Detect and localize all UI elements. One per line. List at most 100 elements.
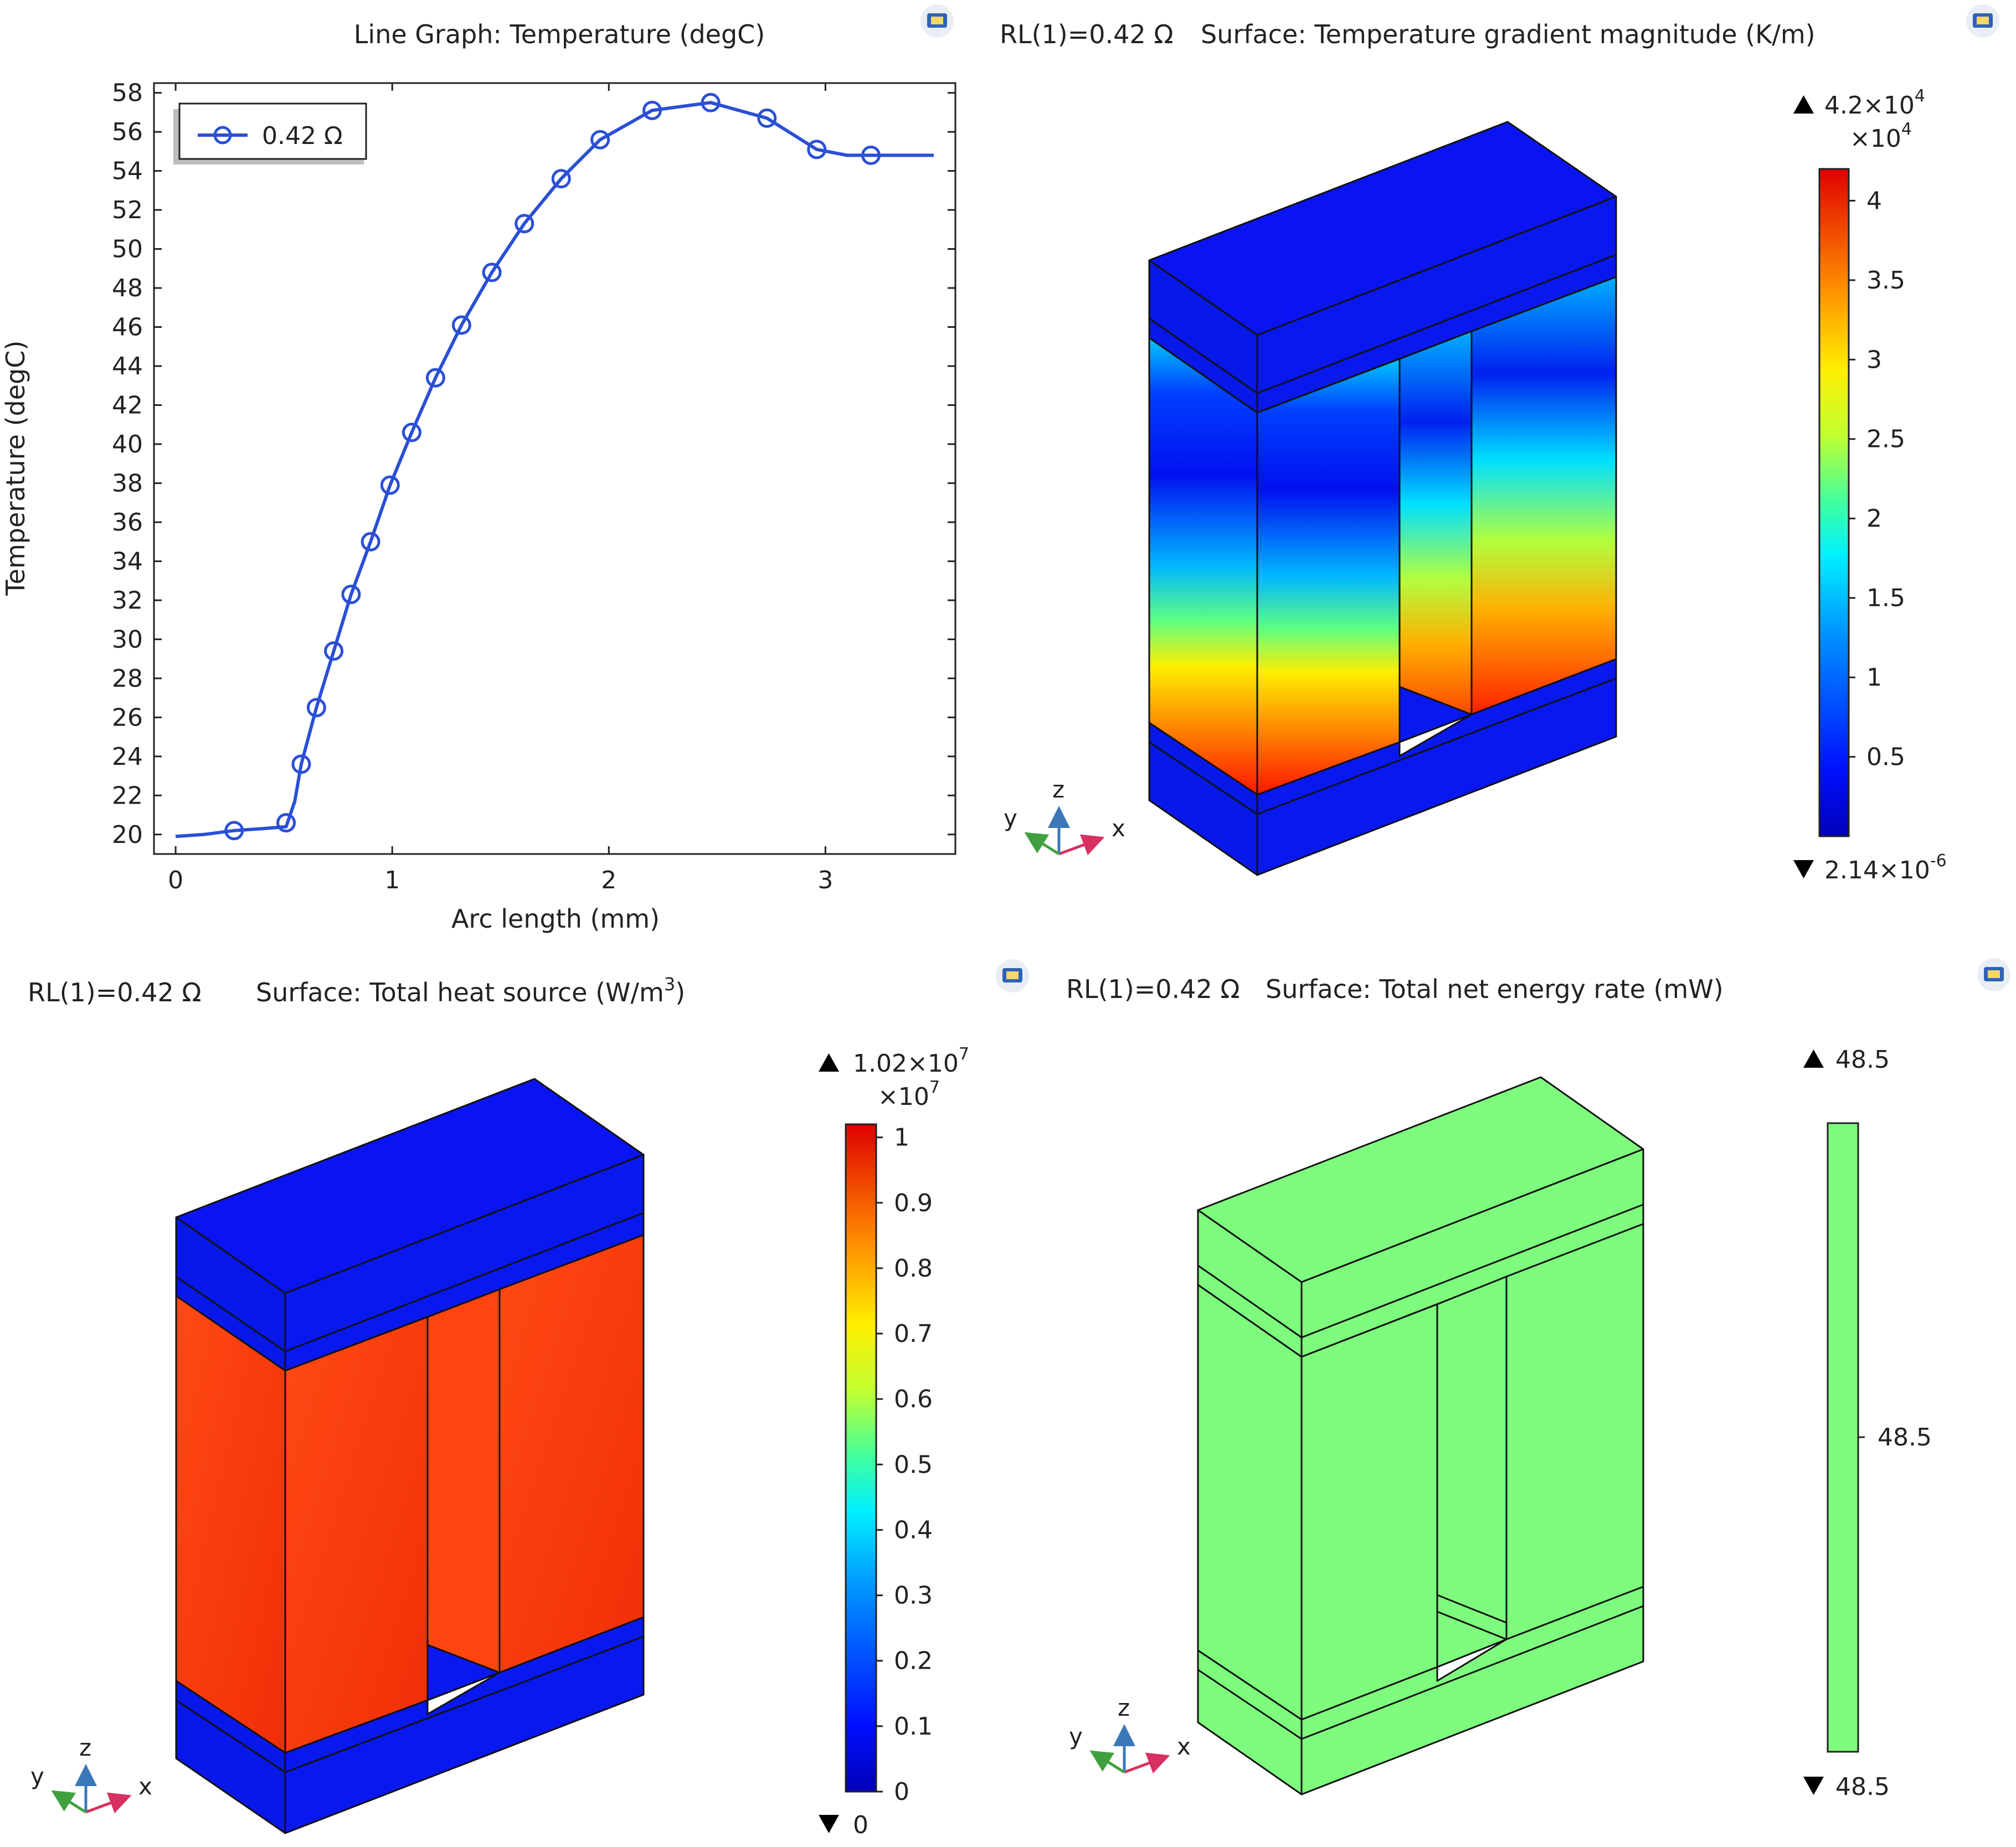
gradient-param: RL(1)=0.42 Ω (1000, 19, 1174, 49)
gradient-colorbar-tick-label: 1.5 (1866, 584, 1905, 613)
data-point-marker (224, 821, 244, 841)
gradient-colorbar-tick-label: 2.5 (1866, 425, 1905, 454)
gradient-colorbar-tick-label: 2 (1866, 505, 1882, 533)
window-floor (426, 1644, 501, 1701)
heat-panel: RL(1)=0.42 Ω Surface: Total heat source … (28, 959, 1029, 1839)
x-tick-label: 2 (601, 866, 616, 894)
data-point-marker (341, 584, 361, 604)
triad-y-label: y (1004, 805, 1017, 832)
heat-axis-triad: x z y (30, 1734, 152, 1814)
y-tick-label: 34 (112, 547, 143, 575)
right-leg-front (1470, 276, 1617, 716)
y-tick-label: 46 (112, 313, 143, 342)
energy-panel: RL(1)=0.42 Ω Surface: Total net energy r… (1066, 958, 2010, 1801)
energy-model (1197, 1076, 1644, 1795)
heat-colorbar: 1.02×107 ×107 10.90.80.70.60.50.40.30.20… (819, 1045, 969, 1839)
max-triangle-icon (1793, 95, 1814, 114)
triad-x-label: x (138, 1773, 152, 1800)
data-point-marker (590, 130, 610, 150)
data-point-marker (425, 368, 445, 388)
energy-mid-label: 48.5 (1878, 1423, 1932, 1452)
y-tick-label: 40 (112, 430, 143, 459)
gradient-scale-label: ×10 (1850, 125, 1901, 153)
triad-x-label: x (1177, 1733, 1191, 1760)
data-point-marker (861, 145, 881, 165)
heat-param: RL(1)=0.42 Ω (28, 977, 202, 1007)
y-tick-label: 38 (112, 469, 143, 497)
toolbar-icon[interactable] (1977, 958, 2010, 991)
heat-model (175, 1078, 645, 1834)
y-tick-label: 30 (112, 625, 143, 654)
max-triangle-icon (1803, 1049, 1824, 1068)
line-graph-panel: Line Graph: Temperature (degC) 202224262… (1, 4, 956, 934)
legend-marker (213, 126, 232, 145)
data-point-marker (361, 532, 380, 552)
energy-title: Surface: Total net energy rate (mW) (1266, 974, 1724, 1004)
gradient-colorbar-tick-label: 1 (1866, 663, 1882, 692)
gradient-colorbar-tick-label: 0.5 (1866, 743, 1905, 771)
right-leg-front (1505, 1223, 1644, 1640)
data-point-marker (807, 140, 827, 160)
triad-y-label: y (30, 1763, 44, 1790)
heat-colorbar-tick-label: 1 (894, 1124, 909, 1152)
max-triangle-icon (819, 1053, 839, 1072)
heat-min-label: 0 (853, 1811, 868, 1839)
heat-colorbar-tick-label: 0.5 (894, 1450, 933, 1479)
x-axis-label: Arc length (mm) (451, 904, 660, 934)
gradient-scale-exp: 4 (1901, 120, 1912, 139)
heat-colorbar-tick-label: 0.2 (894, 1647, 933, 1675)
data-point-marker (451, 315, 471, 335)
heat-max-exp: 7 (959, 1045, 969, 1064)
left-leg-side (175, 1295, 286, 1754)
window-back (426, 1288, 501, 1701)
y-tick-label: 54 (112, 157, 143, 186)
min-triangle-icon (1793, 860, 1814, 878)
heat-colorbar-tick-label: 0.1 (894, 1712, 933, 1741)
y-tick-label: 22 (112, 781, 143, 810)
data-point-marker (642, 100, 662, 120)
toolbar-icon[interactable] (996, 959, 1029, 992)
heat-title-sup: 3 (664, 974, 675, 995)
data-point-marker (324, 641, 344, 661)
toolbar-icon[interactable] (1966, 4, 1999, 38)
heat-colorbar-tick-label: 0.6 (894, 1385, 933, 1413)
data-point-marker (402, 423, 421, 443)
y-tick-label: 50 (112, 235, 143, 264)
left-leg-side (1197, 1284, 1303, 1721)
heat-colorbar-tick-label: 0.8 (894, 1254, 933, 1283)
data-point-marker (380, 475, 400, 495)
legend: 0.42 Ω (173, 102, 367, 164)
gradient-colorbar-tick-label: 4 (1866, 187, 1882, 215)
y-tick-label: 44 (112, 352, 143, 380)
plot-frame (153, 82, 956, 855)
energy-colorbar: 48.5 48.5 48.5 (1803, 1046, 1932, 1801)
gradient-colorbar-ramp (1818, 168, 1850, 837)
data-point-marker (276, 813, 296, 833)
heat-colorbar-tick-label: 0 (894, 1778, 909, 1806)
y-tick-label: 42 (112, 391, 143, 419)
gradient-panel: RL(1)=0.42 Ω Surface: Temperature gradie… (1000, 4, 1999, 884)
y-tick-label: 48 (112, 274, 143, 302)
toolbar-icon[interactable] (920, 4, 954, 38)
svg-text:×104: ×104 (1850, 120, 1912, 153)
min-triangle-icon (819, 1815, 839, 1833)
right-leg-front (498, 1234, 645, 1674)
heat-title-end: ) (675, 977, 685, 1007)
y-tick-label: 56 (112, 118, 143, 146)
gradient-colorbar-tick-label: 3.5 (1866, 266, 1905, 295)
y-tick-label: 58 (112, 79, 143, 107)
energy-min-label: 48.5 (1835, 1773, 1890, 1801)
energy-max-label: 48.5 (1835, 1046, 1890, 1074)
y-tick-label: 24 (112, 743, 143, 771)
energy-axis-triad: x z y (1069, 1694, 1191, 1774)
triad-z-label: z (79, 1734, 91, 1761)
window-back (1398, 330, 1473, 743)
y-tick-label: 52 (112, 196, 143, 224)
triad-x-label: x (1112, 815, 1125, 842)
svg-text:×107: ×107 (878, 1078, 940, 1111)
plot-ticks: 2022242628303234363840424446485052545658… (112, 79, 955, 894)
gradient-max-label: 4.2×10 (1824, 91, 1915, 120)
heat-scale-label: ×10 (878, 1083, 929, 1111)
gradient-axis-triad: x z y (1004, 776, 1125, 856)
